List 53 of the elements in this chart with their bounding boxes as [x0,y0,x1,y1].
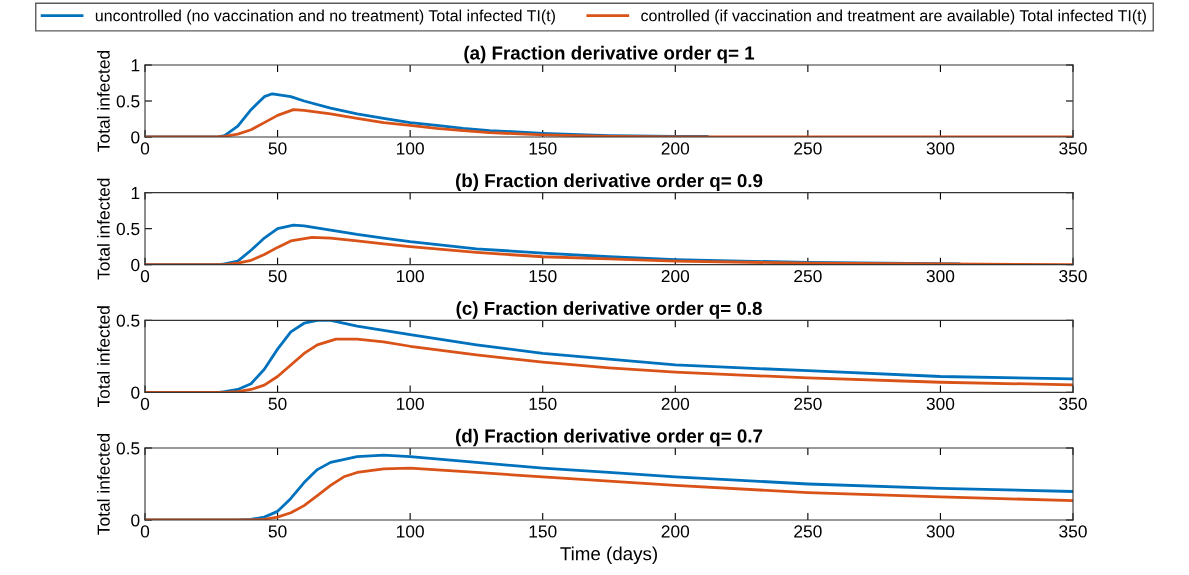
x-tick-label: 250 [794,269,822,283]
x-tick-label: 100 [396,525,424,538]
x-tick-label: 200 [661,269,690,283]
x-tick-label: 200 [661,397,690,410]
x-tick-label: 50 [268,142,287,155]
x-tick-label: 100 [396,142,424,155]
y-axis-title: Total infected [97,433,110,535]
x-tick-label: 100 [396,269,424,283]
y-tick-label: 0 [131,514,140,527]
x-tick-label: 350 [1059,525,1087,538]
y-tick-label: 0.5 [116,222,140,236]
x-tick-label: 150 [529,142,557,155]
y-axis-title: Total infected [97,178,110,280]
x-tick-label: 50 [268,269,287,283]
x-tick-label: 0 [140,269,150,283]
x-tick-label: 0 [140,525,150,538]
x-tick-label: 250 [794,525,822,538]
y-axis-title: Total infected [97,306,110,408]
x-axis-title: Time (days) [560,546,657,565]
chart-title: (c) Fraction derivative order q= 0.8 [456,301,762,319]
x-tick-label: 0 [140,142,150,155]
y-tick-label: 0.5 [116,95,140,108]
x-tick-label: 350 [1059,142,1087,155]
legend-label: uncontrolled (no vaccination and no treatment) Total infected TI(t) [95,9,555,25]
x-tick-label: 150 [529,397,557,410]
chart-title: (d) Fraction derivative order q= 0.7 [455,428,763,447]
y-tick-label: 0 [131,386,140,399]
y-tick-label: 0.5 [116,442,140,455]
y-axis-title: Total infected [97,50,110,152]
y-tick-label: 0 [131,131,140,144]
x-tick-label: 250 [794,142,822,155]
x-tick-label: 250 [794,397,822,410]
x-tick-label: 300 [926,525,955,538]
x-tick-label: 200 [661,525,690,538]
y-tick-label: 1 [131,187,140,199]
y-tick-label: 1 [131,59,140,72]
chart-title: (a) Fraction derivative order q= 1 [464,45,755,64]
x-tick-label: 0 [140,397,150,410]
x-tick-label: 300 [926,269,955,283]
x-tick-label: 100 [396,397,424,410]
x-tick-label: 300 [926,142,955,155]
chart-title: (b) Fraction derivative order q= 0.9 [455,173,763,191]
x-tick-label: 350 [1059,397,1087,410]
x-tick-label: 150 [529,269,557,283]
x-tick-label: 350 [1059,269,1087,283]
y-tick-label: 0.5 [116,314,140,327]
x-tick-label: 50 [268,525,287,538]
legend-label: controlled (if vaccination and treatment are available) Total infected TI(t) [641,9,1146,25]
x-tick-label: 150 [529,525,557,538]
x-tick-label: 200 [661,142,690,155]
x-tick-label: 300 [926,397,955,410]
y-tick-label: 0 [131,258,140,272]
x-tick-label: 50 [268,397,287,410]
